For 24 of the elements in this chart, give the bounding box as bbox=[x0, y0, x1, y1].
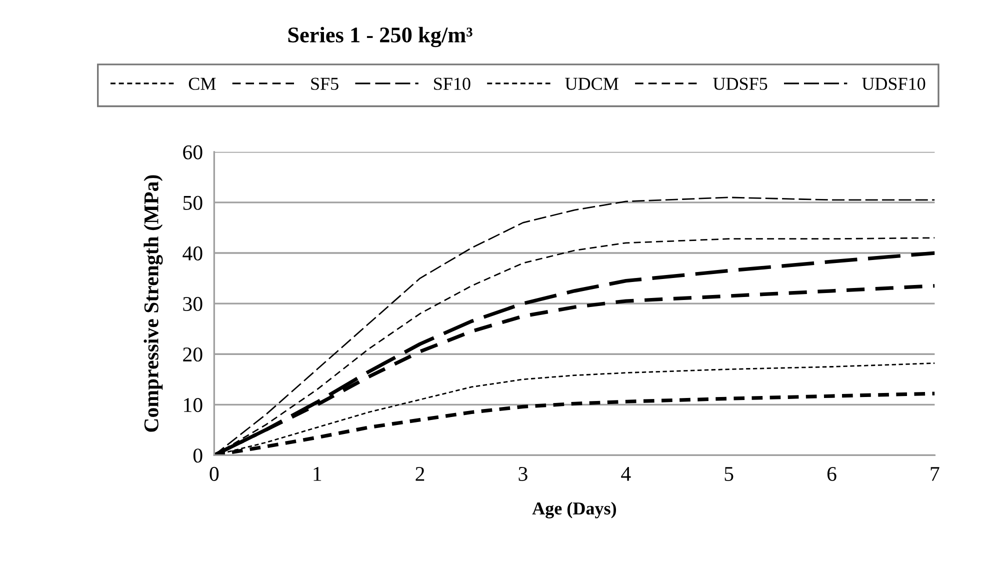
legend-label: UDSF5 bbox=[713, 78, 768, 90]
y-tick-label: 50 bbox=[183, 196, 202, 210]
x-tick-label: 2 bbox=[416, 466, 424, 481]
y-tick-label: 30 bbox=[183, 296, 202, 311]
x-tick-label: 0 bbox=[210, 466, 219, 481]
chart-title: Series 1 - 250 kg/m³ bbox=[288, 26, 472, 48]
x-tick-label: 7 bbox=[930, 467, 940, 481]
x-tick-label: 5 bbox=[724, 467, 734, 481]
legend-label: UDSF10 bbox=[862, 78, 926, 90]
legend-label: SF10 bbox=[434, 78, 470, 90]
x-tick-label: 3 bbox=[518, 466, 528, 481]
legend-label: UDCM bbox=[565, 78, 618, 90]
y-tick-label: 10 bbox=[184, 398, 202, 412]
x-tick-label: 6 bbox=[827, 466, 836, 481]
y-tick-label: 40 bbox=[182, 246, 202, 260]
x-tick-label: 1 bbox=[314, 467, 322, 481]
x-tick-label: 4 bbox=[621, 467, 631, 481]
y-tick-label: 60 bbox=[183, 145, 202, 160]
y-tick-label: 0 bbox=[193, 448, 202, 463]
y-tick-label: 20 bbox=[183, 347, 202, 362]
x-axis-title: Age (Days) bbox=[532, 502, 616, 518]
legend-label: CM bbox=[188, 78, 216, 90]
legend-label: SF5 bbox=[311, 78, 338, 90]
y-axis-title: Compressive Strength (MPa) bbox=[144, 175, 163, 432]
